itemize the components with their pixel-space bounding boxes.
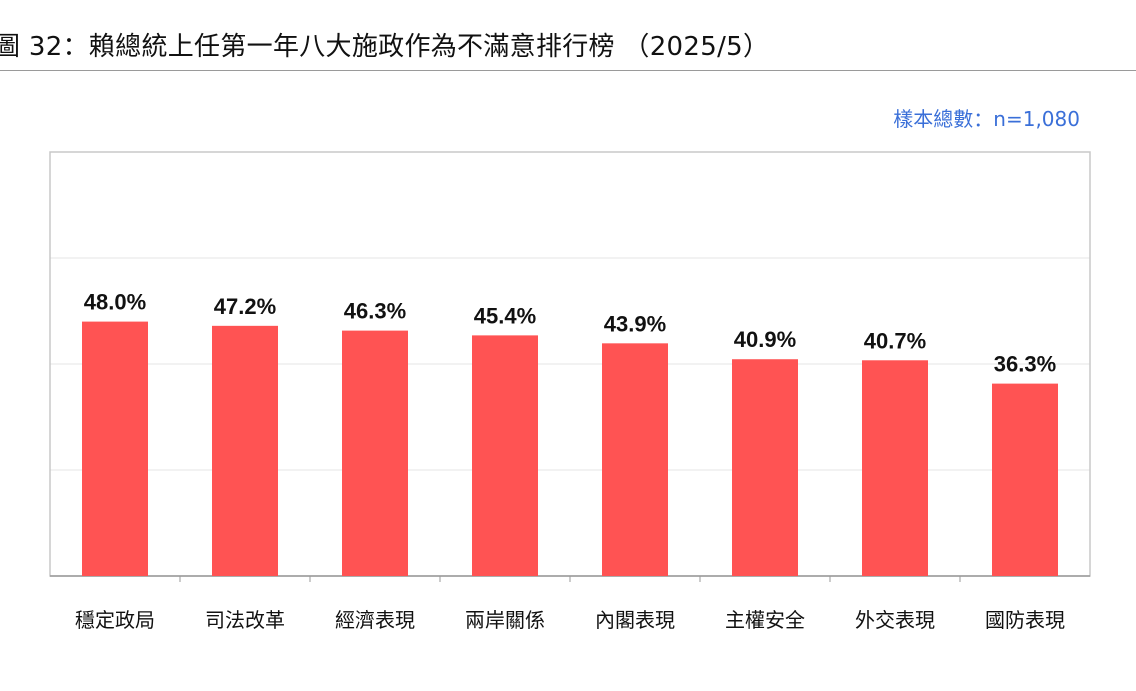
data-label-4: 45.4% xyxy=(474,303,536,328)
category-label-5: 內閣表現 xyxy=(595,608,675,632)
data-labels: 48.0% 47.2% 46.3% 45.4% 43.9% 40.9% 40.7% 36.3% xyxy=(84,290,1056,377)
bars xyxy=(82,321,1058,576)
category-label-3: 經濟表現 xyxy=(335,608,415,632)
plot-frame xyxy=(49,151,1091,582)
bar-5 xyxy=(602,343,668,576)
bar-2 xyxy=(212,325,278,576)
bar-7 xyxy=(862,360,928,576)
data-label-7: 40.7% xyxy=(864,328,926,353)
data-label-8: 36.3% xyxy=(994,352,1056,377)
page-title: 圖 32：賴總統上任第一年八大施政作為不滿意排行榜 （2025/5） xyxy=(0,32,770,62)
bar-8 xyxy=(992,383,1058,576)
bar-4 xyxy=(472,335,538,576)
data-label-3: 46.3% xyxy=(344,299,406,324)
category-label-4: 兩岸關係 xyxy=(465,608,545,632)
category-label-6: 主權安全 xyxy=(725,608,805,632)
bar-6 xyxy=(732,359,798,576)
data-label-5: 43.9% xyxy=(604,311,666,336)
category-labels: 穩定政局 司法改革 經濟表現 兩岸關係 內閣表現 主權安全 外交表現 國防表現 xyxy=(75,608,1065,632)
data-label-2: 47.2% xyxy=(214,294,276,319)
data-label-1: 48.0% xyxy=(84,290,146,315)
sample-size-label: 樣本總數：n=1,080 xyxy=(893,107,1080,131)
bar-1 xyxy=(82,321,148,576)
title-divider xyxy=(0,70,1136,71)
category-label-2: 司法改革 xyxy=(205,608,285,632)
bar-3 xyxy=(342,330,408,576)
grid-lines xyxy=(50,257,1090,471)
category-label-1: 穩定政局 xyxy=(75,608,155,632)
data-label-6: 40.9% xyxy=(734,327,796,352)
category-label-8: 國防表現 xyxy=(985,608,1065,632)
category-label-7: 外交表現 xyxy=(855,608,935,632)
